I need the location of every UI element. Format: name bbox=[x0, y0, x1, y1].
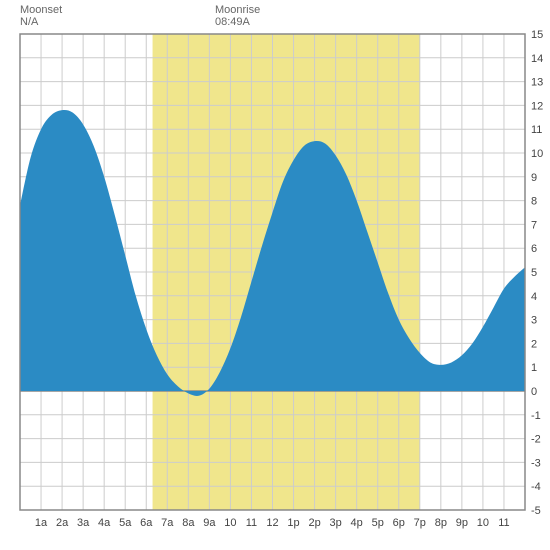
y-tick-label: 9 bbox=[531, 172, 537, 184]
moonset-label: Moonset bbox=[20, 4, 62, 16]
y-tick-label: 0 bbox=[531, 386, 537, 398]
y-tick-label: -2 bbox=[531, 434, 541, 446]
x-tick-label: 4p bbox=[351, 517, 363, 529]
x-tick-label: 9a bbox=[203, 517, 216, 529]
x-tick-label: 1p bbox=[287, 517, 299, 529]
x-tick-label: 3a bbox=[77, 517, 90, 529]
x-tick-label: 1a bbox=[35, 517, 48, 529]
x-tick-label: 10 bbox=[477, 517, 489, 529]
x-tick-label: 2a bbox=[56, 517, 69, 529]
x-tick-label: 7p bbox=[414, 517, 426, 529]
y-tick-label: 4 bbox=[531, 291, 537, 303]
x-tick-label: 5a bbox=[119, 517, 132, 529]
tide-chart: Moonset N/A Moonrise 08:49A 151413121110… bbox=[0, 0, 550, 550]
y-tick-label: 11 bbox=[531, 124, 542, 136]
x-tick-label: 2p bbox=[308, 517, 320, 529]
moonrise-label: Moonrise bbox=[215, 4, 260, 16]
y-tick-label: -4 bbox=[531, 481, 541, 493]
y-tick-label: 7 bbox=[531, 219, 537, 231]
chart-svg: 1514131211109876543210-1-2-3-4-51a2a3a4a… bbox=[0, 0, 550, 550]
x-tick-label: 11 bbox=[246, 517, 257, 529]
y-tick-label: 6 bbox=[531, 243, 537, 255]
y-tick-label: 10 bbox=[531, 148, 543, 160]
y-tick-label: 2 bbox=[531, 338, 537, 350]
x-tick-label: 9p bbox=[456, 517, 468, 529]
y-tick-label: 15 bbox=[531, 29, 543, 41]
y-tick-label: -5 bbox=[531, 505, 541, 517]
x-tick-label: 12 bbox=[266, 517, 278, 529]
x-tick-label: 6a bbox=[140, 517, 153, 529]
x-tick-label: 8p bbox=[435, 517, 447, 529]
y-tick-label: -1 bbox=[531, 410, 541, 422]
x-tick-label: 3p bbox=[330, 517, 342, 529]
x-tick-label: 7a bbox=[161, 517, 174, 529]
y-tick-label: 14 bbox=[531, 53, 543, 65]
moonrise-value: 08:49A bbox=[215, 16, 260, 28]
x-tick-label: 10 bbox=[224, 517, 236, 529]
x-tick-label: 5p bbox=[372, 517, 384, 529]
y-tick-label: 5 bbox=[531, 267, 537, 279]
x-tick-label: 8a bbox=[182, 517, 195, 529]
y-tick-label: -3 bbox=[531, 457, 541, 469]
y-tick-label: 12 bbox=[531, 100, 543, 112]
x-tick-label: 11 bbox=[498, 517, 509, 529]
moonset-value: N/A bbox=[20, 16, 62, 28]
y-tick-label: 1 bbox=[531, 362, 537, 374]
x-tick-label: 6p bbox=[393, 517, 405, 529]
x-tick-label: 4a bbox=[98, 517, 111, 529]
moonset-block: Moonset N/A bbox=[20, 4, 62, 28]
y-tick-label: 3 bbox=[531, 315, 537, 327]
y-tick-label: 8 bbox=[531, 196, 537, 208]
moonrise-block: Moonrise 08:49A bbox=[215, 4, 260, 28]
y-tick-label: 13 bbox=[531, 77, 543, 89]
